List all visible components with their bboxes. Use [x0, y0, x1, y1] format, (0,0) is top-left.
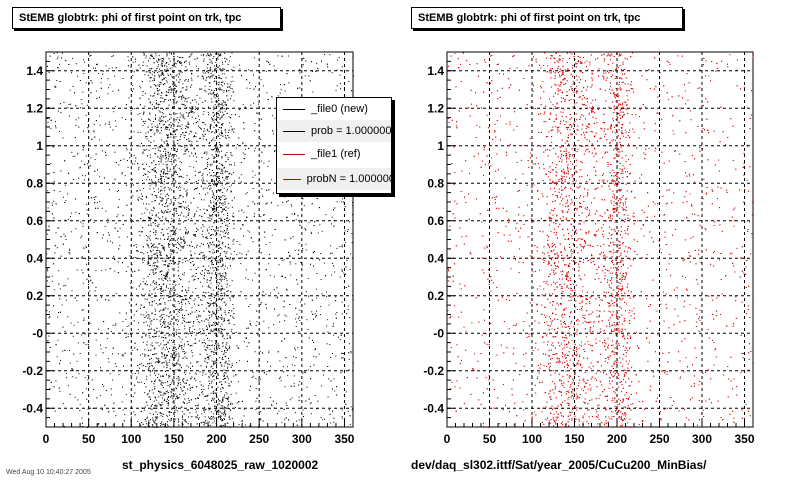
x-tick-label-left-2: 100 [121, 432, 141, 446]
x-tick-label-right-2: 100 [522, 432, 542, 446]
legend-label-prob: prob = 1.000000 [311, 125, 392, 137]
x-tick-label-right-4: 200 [607, 432, 627, 446]
y-tick-label-left-6: 0.8 [26, 176, 43, 190]
legend-entry-file1: _file1 (ref) [277, 143, 391, 165]
left-chart-title: StEMB globtrk: phi of first point on trk… [12, 7, 281, 29]
left-x-axis-label: st_physics_6048025_raw_1020002 [122, 458, 319, 472]
y-tick-label-left-7: 1 [36, 139, 43, 153]
y-tick-label-left-4: 0.4 [26, 251, 43, 265]
y-tick-label-right-5: 0.6 [427, 214, 444, 228]
x-tick-label-right-6: 300 [692, 432, 712, 446]
y-tick-label-right-3: 0.2 [427, 289, 444, 303]
grid-right [447, 52, 753, 427]
x-tick-label-left-6: 300 [292, 432, 312, 446]
legend-entry-file0: _file0 (new) [277, 98, 391, 120]
y-tick-label-left-5: 0.6 [26, 214, 43, 228]
legend: _file0 (new) prob = 1.000000 _file1 (ref… [276, 97, 392, 194]
legend-swatch-prob [283, 130, 305, 132]
y-tick-label-left-3: 0.2 [26, 289, 43, 303]
y-tick-label-right-6: 0.8 [427, 176, 444, 190]
grid-left [46, 52, 353, 427]
y-tick-label-left-8: 1.2 [26, 101, 43, 115]
legend-entry-prob: prob = 1.000000 [277, 120, 392, 142]
scatter-points-right [447, 52, 754, 428]
legend-swatch-file1 [283, 153, 305, 155]
legend-entry-probn: probN = 1.000000 [277, 168, 392, 190]
y-tick-label-right-8: 1.2 [427, 101, 444, 115]
legend-label-file0: _file0 (new) [311, 103, 368, 115]
y-tick-label-right-9: 1.4 [427, 64, 444, 78]
x-tick-label-right-0: 0 [444, 432, 451, 446]
x-tick-label-right-7: 350 [734, 432, 754, 446]
y-tick-label-right-0: -0.4 [423, 401, 444, 415]
scatter-points-left [46, 52, 354, 428]
legend-swatch-probn [283, 178, 301, 180]
y-tick-label-left-9: 1.4 [26, 64, 43, 78]
right-chart-title: StEMB globtrk: phi of first point on trk… [411, 7, 683, 29]
footer-date: Wed Aug 10 10:40:27 2005 [6, 469, 91, 476]
legend-swatch-file0 [283, 108, 305, 110]
y-tick-label-right-4: 0.4 [427, 251, 444, 265]
x-tick-label-left-3: 150 [164, 432, 184, 446]
x-tick-label-right-3: 150 [564, 432, 584, 446]
y-tick-label-right-7: 1 [437, 139, 444, 153]
y-tick-label-left-2: -0 [32, 326, 43, 340]
x-tick-label-left-5: 250 [249, 432, 269, 446]
legend-label-probn: probN = 1.000000 [306, 173, 392, 185]
x-tick-label-left-7: 350 [334, 432, 354, 446]
legend-label-file1: _file1 (ref) [311, 148, 361, 160]
x-tick-label-left-4: 200 [207, 432, 227, 446]
y-tick-label-right-2: -0 [433, 326, 444, 340]
x-tick-label-right-5: 250 [649, 432, 669, 446]
y-tick-label-right-1: -0.2 [423, 364, 444, 378]
y-tick-label-left-1: -0.2 [22, 364, 43, 378]
chart-right: 0 50 100 150 200 250 300 350 -0.4 -0.2 -0 0.2 0.4 0.6… [423, 51, 755, 446]
x-tick-label-right-1: 50 [483, 432, 497, 446]
y-tick-label-left-0: -0.4 [22, 401, 43, 415]
x-tick-label-left-1: 50 [82, 432, 96, 446]
x-tick-label-left-0: 0 [43, 432, 50, 446]
right-x-axis-label: dev/daq_sl302.ittf/Sat/year_2005/CuCu200… [411, 458, 707, 472]
